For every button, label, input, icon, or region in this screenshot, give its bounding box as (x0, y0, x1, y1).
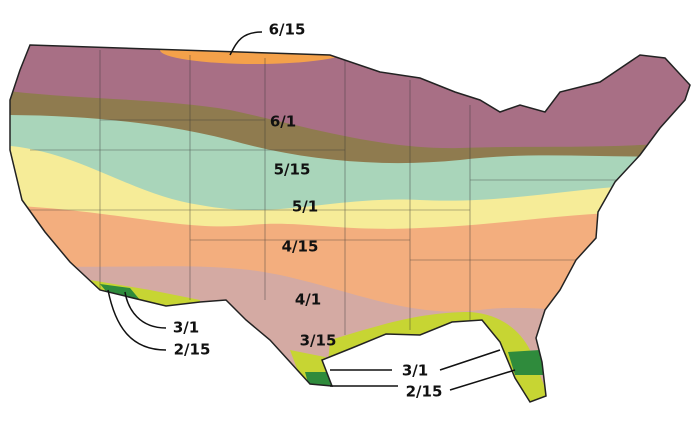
zone-label: 4/15 (282, 238, 319, 256)
zone-label: 3/15 (300, 332, 337, 350)
labels: 6/15 6/1 5/15 5/1 4/15 4/1 3/15 3/1 2/15… (107, 21, 516, 401)
callout-label: 3/1 (402, 362, 428, 380)
zone-label: 6/1 (270, 113, 296, 131)
zone-label: 5/1 (292, 198, 318, 216)
zone-label: 6/15 (269, 21, 306, 39)
callout-label: 3/1 (173, 319, 199, 337)
callout-label: 2/15 (406, 383, 443, 401)
callout-label: 2/15 (174, 341, 211, 359)
zone-label: 5/15 (274, 161, 311, 179)
zone-label: 4/1 (295, 291, 321, 309)
